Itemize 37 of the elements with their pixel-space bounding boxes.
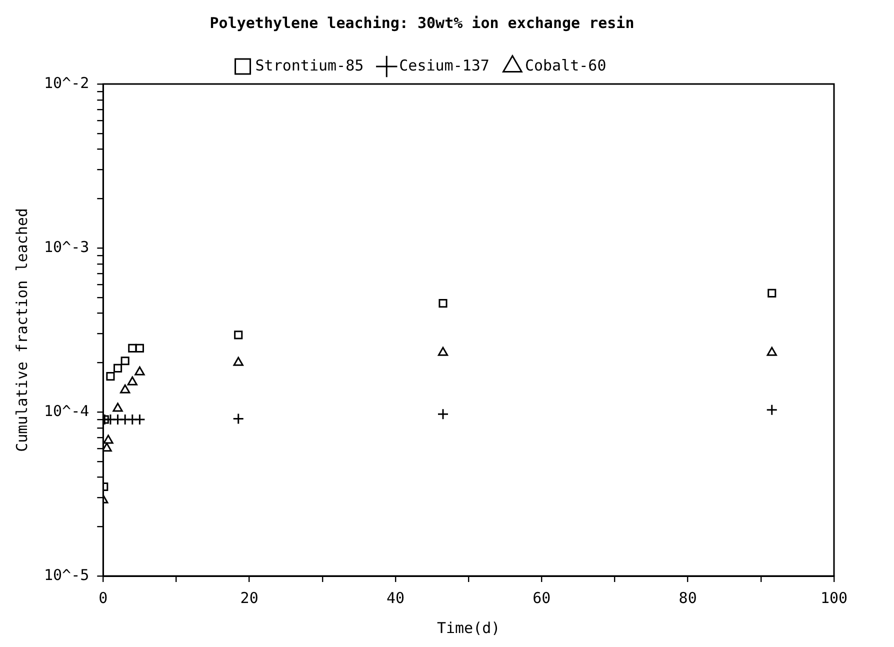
point <box>438 299 448 308</box>
y-tick-label: 10^-2 <box>44 74 90 92</box>
chart-title: Polyethylene leaching: 30wt% ion exchange resin <box>210 14 634 32</box>
point <box>120 356 130 366</box>
y-tick-label: 10^-4 <box>44 402 90 420</box>
point <box>127 376 138 386</box>
point <box>134 366 145 376</box>
point <box>437 408 449 420</box>
x-tick-label: 80 <box>678 588 697 607</box>
x-tick-label: 20 <box>240 588 258 607</box>
point <box>103 442 112 452</box>
point <box>128 344 137 352</box>
point <box>766 404 778 416</box>
point <box>233 356 244 366</box>
x-tick-label: 0 <box>98 588 108 607</box>
y-tick-label: 10^-5 <box>44 566 90 584</box>
point <box>113 364 122 372</box>
point <box>438 346 448 356</box>
point <box>768 288 776 298</box>
x-axis-title: Time(d) <box>436 618 500 637</box>
legend-label: Cobalt-60 <box>524 56 606 74</box>
point <box>766 346 777 356</box>
point <box>112 402 123 412</box>
point <box>234 330 243 340</box>
y-tick-label: 10^-3 <box>44 238 90 256</box>
legend-label: Strontium-85 <box>255 56 364 74</box>
point <box>134 414 146 426</box>
point <box>232 412 244 424</box>
y-axis-title: Cumulative fraction leached <box>12 208 31 452</box>
point <box>103 434 114 444</box>
legend-label: Cesium-137 <box>399 56 490 74</box>
point <box>120 384 130 394</box>
x-tick-label: 100 <box>820 588 848 607</box>
x-tick-label: 40 <box>386 588 405 607</box>
x-tick-label: 60 <box>532 588 551 607</box>
point <box>135 344 144 352</box>
point <box>106 372 115 381</box>
